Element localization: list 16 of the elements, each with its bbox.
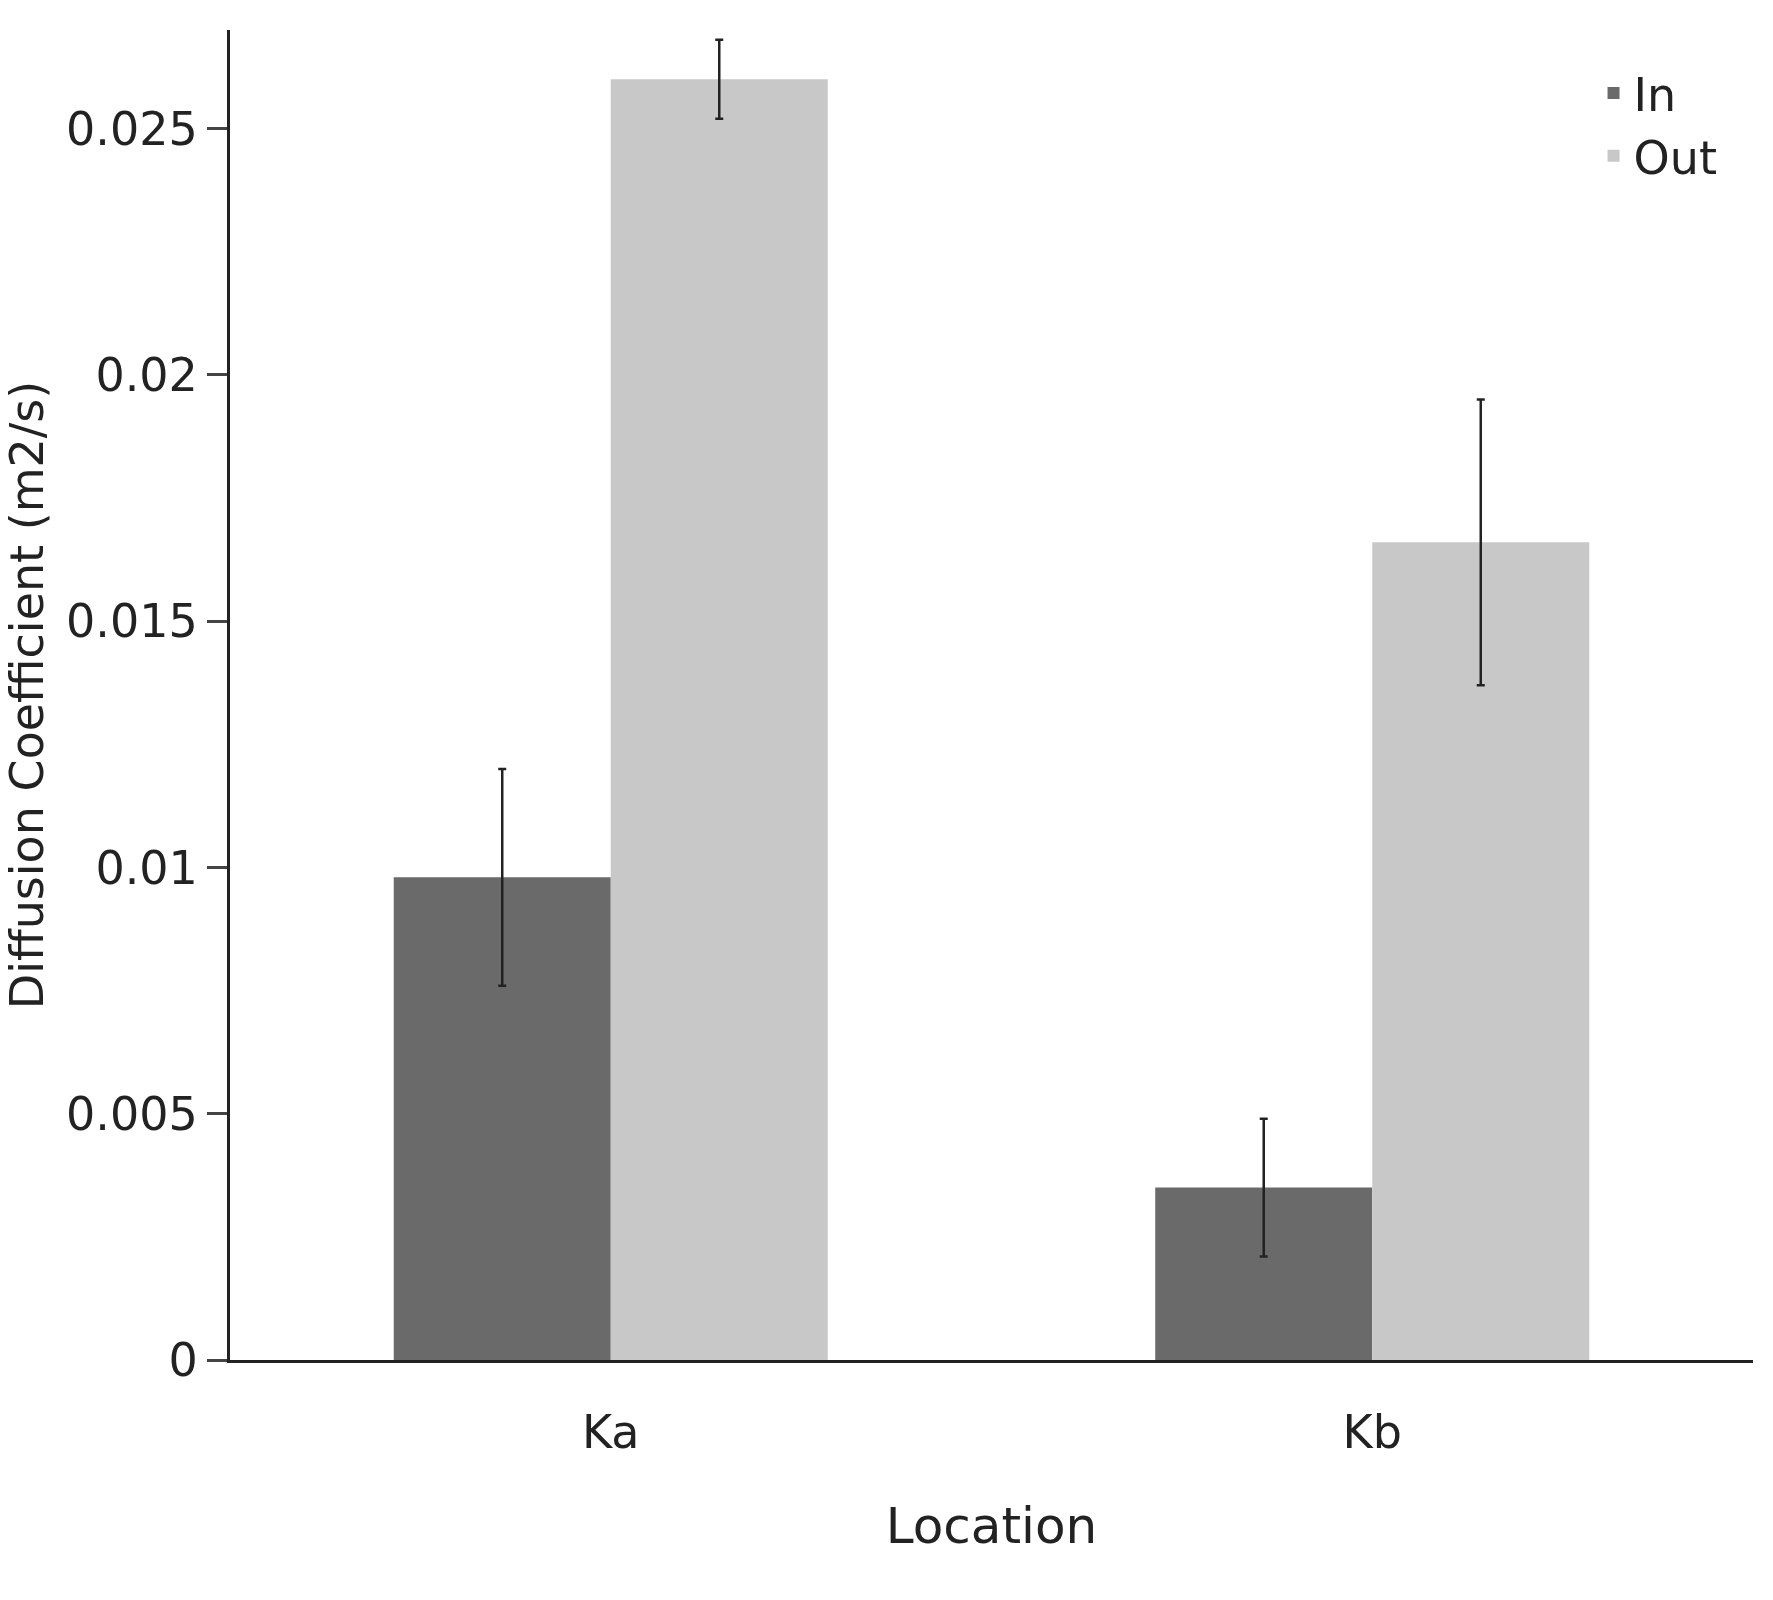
y-tick-label: 0.02 [95,347,198,402]
y-axis-title: Diffusion Coefficient (m2/s) [0,380,54,1010]
x-tick-label: Kb [1342,1405,1402,1460]
x-axis-title: Location [885,1496,1098,1555]
bar [1372,542,1590,1360]
y-tick-label: 0.01 [95,840,198,895]
bar [610,79,828,1360]
legend-label: In [1633,67,1677,122]
y-tick-label: 0.015 [66,594,198,649]
y-tick-label: 0.005 [66,1086,198,1141]
bar [1155,1187,1373,1360]
y-tick-label: 0 [168,1333,198,1388]
bar [393,877,611,1360]
y-tick-label: 0.025 [66,101,198,156]
legend-label: Out [1633,130,1717,185]
x-tick-label: Ka [581,1405,640,1460]
